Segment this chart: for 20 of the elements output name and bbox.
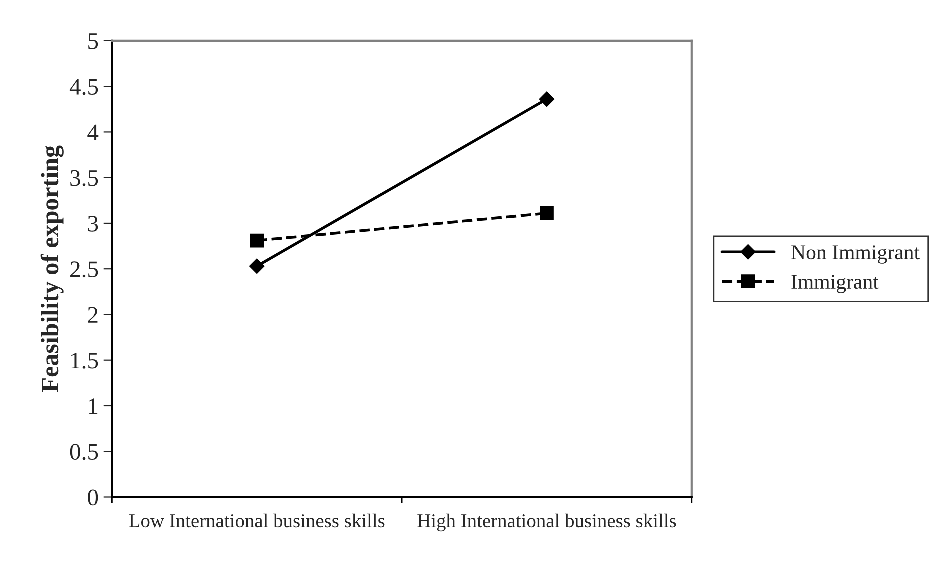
- point: [250, 234, 264, 248]
- y-tick-label: 2: [88, 307, 98, 323]
- legend-label: Non Immigrant: [792, 246, 920, 264]
- point: [539, 92, 555, 107]
- y-tick-label: 0: [88, 490, 98, 506]
- legend-label: Immigrant: [792, 275, 879, 294]
- y-tick-label: 1.5: [72, 352, 98, 369]
- y-tick-label: 5: [88, 34, 98, 50]
- y-tick-label: 3.5: [70, 170, 98, 186]
- y-tick-label: 4.5: [70, 79, 98, 96]
- y-tick-label: 2.5: [70, 262, 98, 278]
- y-axis-title: Feasibility of exporting: [40, 146, 64, 392]
- point: [250, 258, 265, 274]
- y-tick-label: 0.5: [70, 444, 98, 460]
- y-tick-label: 3: [88, 216, 98, 232]
- y-tick-label: 4: [88, 124, 99, 140]
- x-tick-label: High International business skills: [418, 514, 676, 532]
- point: [540, 206, 554, 220]
- x-tick-label: Low International business skills: [129, 514, 385, 528]
- y-tick-label: 1: [89, 398, 98, 414]
